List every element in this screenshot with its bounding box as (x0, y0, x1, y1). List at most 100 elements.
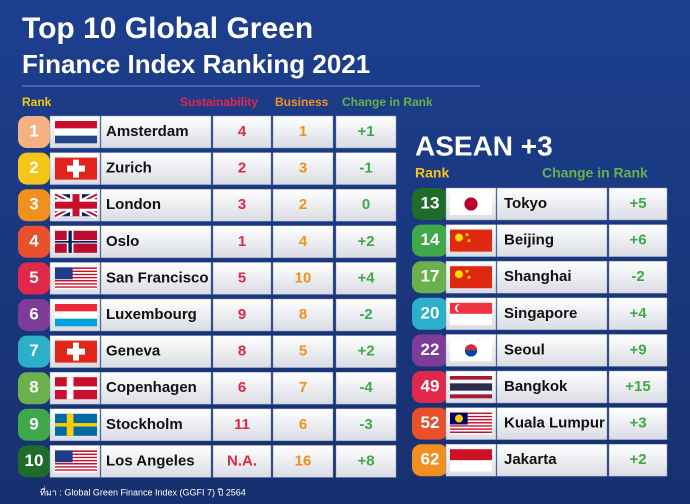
flag-part (450, 394, 492, 399)
flag (55, 304, 97, 327)
city: Luxembourg (106, 306, 197, 323)
flag-part (450, 412, 492, 415)
flag-part (55, 462, 97, 465)
change: +4 (357, 269, 375, 286)
flag-part (55, 451, 97, 454)
col-header: Rank (415, 165, 449, 181)
city: Oslo (106, 233, 139, 250)
flag (55, 340, 97, 363)
flag-part (467, 275, 471, 279)
flag-part (55, 458, 97, 460)
rank: 4 (29, 231, 39, 250)
flag-part (55, 201, 97, 209)
change: +3 (629, 415, 646, 432)
business: 2 (299, 196, 307, 213)
rank-badge (412, 261, 448, 294)
flag-part (450, 418, 492, 421)
cell (335, 115, 397, 149)
rank-badge (18, 152, 50, 185)
flag-part (450, 387, 492, 391)
rank-badge (18, 335, 50, 368)
cell (100, 335, 212, 368)
rank: 6 (29, 304, 38, 323)
cell (496, 224, 608, 257)
flag-part (55, 272, 97, 274)
flag-part (55, 240, 97, 243)
flag-part (455, 414, 463, 423)
flag-part (450, 379, 492, 384)
rank: 20 (421, 303, 440, 322)
rank: 62 (421, 450, 440, 469)
flag (55, 450, 97, 473)
cell (496, 407, 608, 440)
flag-part (467, 239, 471, 243)
flag-part (55, 450, 73, 463)
city: Kuala Lumpur (504, 415, 605, 432)
cell (608, 260, 668, 294)
cell (335, 188, 397, 222)
flag-part (450, 390, 492, 395)
cell (100, 188, 212, 222)
city: Beijing (504, 232, 554, 249)
col-header: Rank (22, 95, 52, 109)
col-header: Sustainability (180, 95, 258, 109)
flag-part (450, 266, 492, 289)
change: +6 (629, 232, 646, 249)
flag-part (55, 270, 97, 273)
flag-part (450, 383, 492, 388)
rank-badge (18, 408, 50, 441)
city: Amsterdam (106, 123, 189, 140)
flag-part (55, 287, 97, 290)
cell (496, 297, 608, 331)
flag-part (55, 267, 97, 269)
title: Top 10 Global Green (22, 12, 313, 45)
cell (608, 370, 668, 404)
sustainability: 6 (238, 379, 246, 396)
rank-badge (412, 371, 448, 403)
cell (335, 225, 397, 259)
flag-part (55, 423, 97, 427)
source: ที่มา : Global Green Finance Index (GGFI… (40, 485, 246, 497)
flag-part (55, 278, 97, 280)
business: 7 (299, 379, 307, 396)
cell (212, 298, 272, 332)
flag-part (55, 459, 97, 462)
change: -2 (359, 306, 372, 323)
flag-part (55, 318, 97, 327)
rank: 22 (421, 340, 440, 359)
city: Bangkok (504, 378, 568, 395)
rank: 7 (29, 341, 38, 360)
flag-part (450, 302, 492, 315)
sustainability: 11 (234, 416, 250, 433)
rank-badge (18, 189, 50, 222)
rank: 17 (421, 267, 440, 286)
change: +2 (357, 233, 374, 250)
cell (272, 262, 334, 295)
flag-part (450, 420, 492, 423)
cell (608, 407, 668, 440)
change: +2 (357, 343, 374, 360)
business: 8 (299, 306, 307, 323)
cell (272, 225, 334, 259)
flag-part (450, 422, 492, 424)
cell (272, 115, 334, 149)
cell (496, 334, 608, 367)
cell (335, 298, 397, 332)
cell (335, 152, 397, 185)
cell (272, 335, 334, 368)
cell (335, 262, 397, 295)
flag-part (67, 165, 85, 172)
change: +8 (357, 452, 374, 469)
flag-part (55, 456, 97, 459)
change: -2 (631, 268, 644, 285)
cell (212, 445, 272, 478)
flag (53, 191, 99, 219)
cell (608, 224, 668, 257)
flag-part (450, 414, 492, 416)
change: +4 (629, 305, 647, 322)
flag-part (67, 348, 85, 355)
city: Los Angeles (106, 452, 195, 469)
flag-part (55, 128, 97, 136)
cell (212, 225, 272, 259)
flag (450, 412, 492, 435)
